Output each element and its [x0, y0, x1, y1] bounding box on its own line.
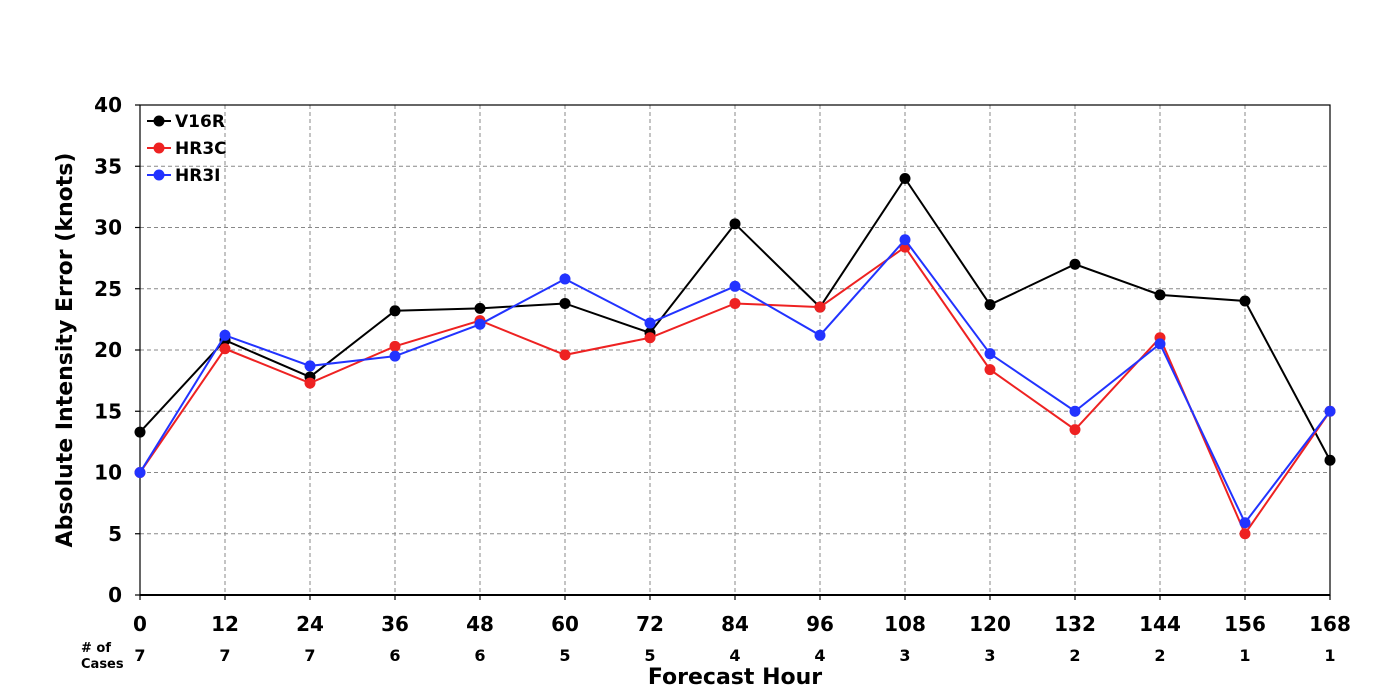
x-tick-label: 156 [1224, 612, 1266, 636]
y-tick-label: 0 [108, 583, 122, 607]
x-tick-label: 144 [1139, 612, 1181, 636]
legend-item-hr3c: HR3C [147, 139, 227, 159]
data-point-v16r [134, 426, 146, 438]
case-count: 6 [474, 646, 485, 665]
series-layer [134, 173, 1336, 540]
data-point-hr3c [389, 340, 401, 352]
x-tick-label: 72 [636, 612, 664, 636]
x-tick-label: 24 [296, 612, 324, 636]
data-point-hr3c [1239, 528, 1251, 540]
series-hr3i [134, 234, 1336, 529]
data-point-v16r [1324, 454, 1336, 466]
y-tick-label: 25 [94, 277, 122, 301]
case-count: 2 [1154, 646, 1165, 665]
data-point-hr3i [1154, 338, 1166, 350]
data-point-v16r [1239, 295, 1251, 307]
x-tick-label: 108 [884, 612, 926, 636]
y-axis-label: Absolute Intensity Error (knots) [53, 153, 78, 548]
data-point-hr3c [1069, 424, 1081, 436]
data-point-hr3i [219, 329, 231, 341]
data-point-hr3c [219, 343, 231, 355]
data-point-hr3c [729, 297, 741, 309]
data-point-hr3i [1324, 405, 1336, 417]
legend-label: V16R [175, 112, 225, 132]
y-tick-label: 5 [108, 522, 122, 546]
data-point-v16r [474, 302, 486, 314]
case-count: 5 [559, 646, 570, 665]
x-axis-label: Forecast Hour [648, 665, 822, 690]
y-tick-label: 35 [94, 154, 122, 178]
case-count: 7 [134, 646, 145, 665]
x-tick-label: 0 [133, 612, 147, 636]
x-tick-label: 48 [466, 612, 494, 636]
data-point-hr3c [559, 349, 571, 361]
data-point-hr3i [984, 348, 996, 360]
x-tick-label: 60 [551, 612, 579, 636]
case-count: 1 [1239, 646, 1250, 665]
y-tick-label: 30 [94, 216, 122, 240]
case-count: 1 [1324, 646, 1335, 665]
legend-label: HR3C [175, 139, 227, 159]
y-tick-label: 20 [94, 338, 122, 362]
data-point-hr3i [389, 350, 401, 362]
case-count: 3 [899, 646, 910, 665]
data-point-hr3i [1069, 405, 1081, 417]
cases-label-line2: Cases [81, 657, 124, 672]
data-point-v16r [559, 297, 571, 309]
data-point-v16r [984, 299, 996, 311]
data-point-hr3i [814, 329, 826, 341]
data-point-hr3i [474, 318, 486, 330]
case-count: 7 [219, 646, 230, 665]
data-point-hr3c [304, 377, 316, 389]
data-point-hr3c [814, 301, 826, 313]
x-tick-label: 96 [806, 612, 834, 636]
legend-item-hr3i: HR3I [147, 166, 220, 186]
case-count: 5 [644, 646, 655, 665]
y-tick-labels: 0 5 10 15 20 25 30 35 40 [94, 93, 140, 607]
x-tick-label: 84 [721, 612, 749, 636]
x-tick-label: 168 [1309, 612, 1351, 636]
case-count: 4 [729, 646, 740, 665]
cases-label-line1: # of [81, 641, 111, 656]
data-point-hr3i [304, 360, 316, 372]
legend-marker [153, 142, 165, 154]
case-count: 2 [1069, 646, 1080, 665]
y-tick-label: 15 [94, 399, 122, 423]
legend: V16R HR3C HR3I [147, 112, 227, 186]
data-point-hr3i [729, 280, 741, 292]
y-tick-label: 40 [94, 93, 122, 117]
data-point-hr3i [644, 317, 656, 329]
data-point-hr3c [644, 332, 656, 344]
x-tick-label: 120 [969, 612, 1011, 636]
case-count: 3 [984, 646, 995, 665]
data-point-hr3i [1239, 517, 1251, 529]
legend-label: HR3I [175, 166, 220, 186]
data-point-v16r [729, 218, 741, 230]
x-tick-label: 36 [381, 612, 409, 636]
data-point-v16r [899, 173, 911, 184]
x-tick-label: 132 [1054, 612, 1096, 636]
legend-marker [153, 115, 165, 127]
data-point-hr3i [134, 467, 146, 478]
case-count: 6 [389, 646, 400, 665]
case-count: 4 [814, 646, 825, 665]
legend-marker [153, 169, 165, 181]
case-count: 7 [304, 646, 315, 665]
data-point-hr3i [899, 234, 911, 246]
data-point-hr3c [984, 364, 996, 376]
x-tick-labels: 0 12 24 36 48 60 72 84 96 108 120 132 144 156 168 [133, 595, 1351, 636]
data-point-hr3i [559, 273, 571, 285]
data-point-v16r [1154, 289, 1166, 301]
data-point-v16r [389, 305, 401, 317]
legend-item-v16r: V16R [147, 112, 225, 132]
x-tick-label: 12 [211, 612, 239, 636]
case-counts: 7 7 7 6 6 5 5 4 4 3 3 2 2 1 1 [134, 646, 1335, 665]
data-point-v16r [1069, 258, 1081, 270]
y-tick-label: 10 [94, 461, 122, 485]
